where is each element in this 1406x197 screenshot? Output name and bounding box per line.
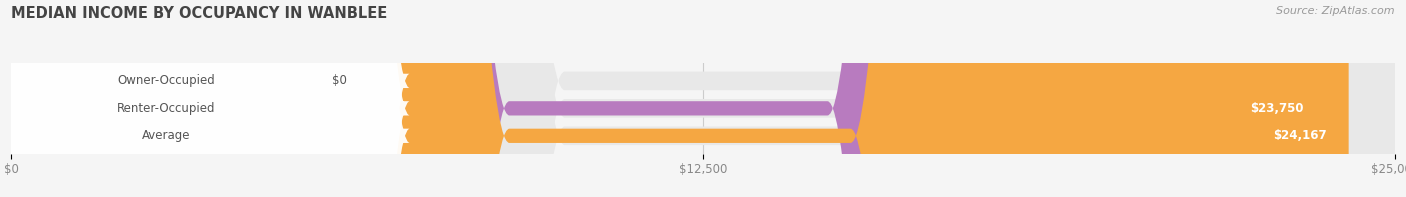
Text: $0: $0 bbox=[332, 74, 347, 87]
Text: Owner-Occupied: Owner-Occupied bbox=[117, 74, 215, 87]
FancyBboxPatch shape bbox=[11, 0, 1395, 197]
Text: $23,750: $23,750 bbox=[1250, 102, 1303, 115]
FancyBboxPatch shape bbox=[0, 0, 409, 197]
FancyBboxPatch shape bbox=[0, 0, 409, 197]
FancyBboxPatch shape bbox=[11, 0, 1326, 197]
FancyBboxPatch shape bbox=[11, 0, 1395, 197]
Text: $24,167: $24,167 bbox=[1272, 129, 1326, 142]
Text: Average: Average bbox=[142, 129, 190, 142]
Text: Source: ZipAtlas.com: Source: ZipAtlas.com bbox=[1277, 6, 1395, 16]
Text: Renter-Occupied: Renter-Occupied bbox=[117, 102, 215, 115]
FancyBboxPatch shape bbox=[11, 0, 1348, 197]
FancyBboxPatch shape bbox=[11, 0, 1395, 197]
FancyBboxPatch shape bbox=[0, 0, 409, 197]
Text: MEDIAN INCOME BY OCCUPANCY IN WANBLEE: MEDIAN INCOME BY OCCUPANCY IN WANBLEE bbox=[11, 6, 388, 21]
